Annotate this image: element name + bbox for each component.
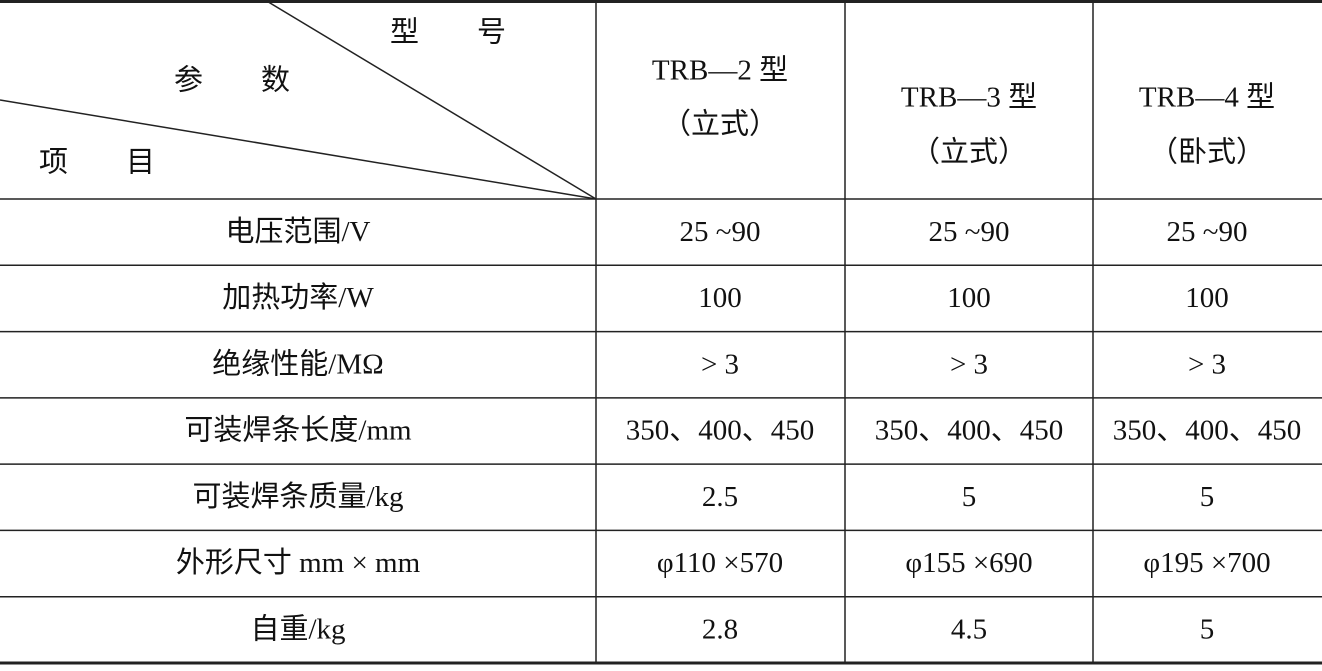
row-label: 电压范围/V	[225, 215, 370, 248]
column-header: TRB—3 型	[901, 81, 1037, 114]
corner-label: 型 号	[390, 16, 506, 49]
cell: 350、400、450	[1113, 415, 1302, 447]
column-header: （立式）	[911, 136, 1027, 169]
cell: 100	[698, 282, 742, 314]
column-header: TRB—2 型	[652, 54, 788, 87]
cell: 2.8	[702, 614, 738, 646]
cell: 350、400、450	[626, 415, 815, 447]
cell: 350、400、450	[875, 415, 1064, 447]
cell: 100	[1185, 282, 1229, 314]
row-label: 可装焊条长度/mm	[184, 414, 412, 447]
cell: 100	[947, 282, 991, 314]
cell: φ110 ×570	[657, 547, 783, 579]
diagonal-line	[264, 0, 597, 200]
cell: 4.5	[951, 614, 987, 646]
column-header: （立式）	[662, 108, 778, 141]
row-label: 绝缘性能/MΩ	[212, 347, 383, 380]
diagonal-line	[0, 99, 597, 200]
cell: φ195 ×700	[1143, 547, 1270, 579]
cell: 25 ~90	[680, 216, 761, 248]
cell: 2.5	[702, 481, 738, 513]
cell: 5	[1200, 481, 1215, 513]
cell: 5	[1200, 614, 1215, 646]
row-label: 自重/kg	[250, 613, 345, 646]
cell: 25 ~90	[1167, 216, 1248, 248]
cell: > 3	[950, 348, 988, 380]
cell: 5	[962, 481, 977, 513]
cell: > 3	[701, 348, 739, 380]
cell: > 3	[1188, 348, 1226, 380]
cell: φ155 ×690	[905, 547, 1032, 579]
row-label: 可装焊条质量/kg	[192, 480, 403, 513]
column-header: TRB—4 型	[1139, 81, 1275, 114]
corner-label: 项 目	[39, 147, 155, 179]
row-label: 外形尺寸 mm × mm	[176, 546, 421, 579]
column-header: （卧式）	[1149, 136, 1265, 169]
cell: 25 ~90	[929, 216, 1010, 248]
row-label: 加热功率/W	[222, 281, 374, 314]
corner-label: 参 数	[174, 64, 290, 97]
